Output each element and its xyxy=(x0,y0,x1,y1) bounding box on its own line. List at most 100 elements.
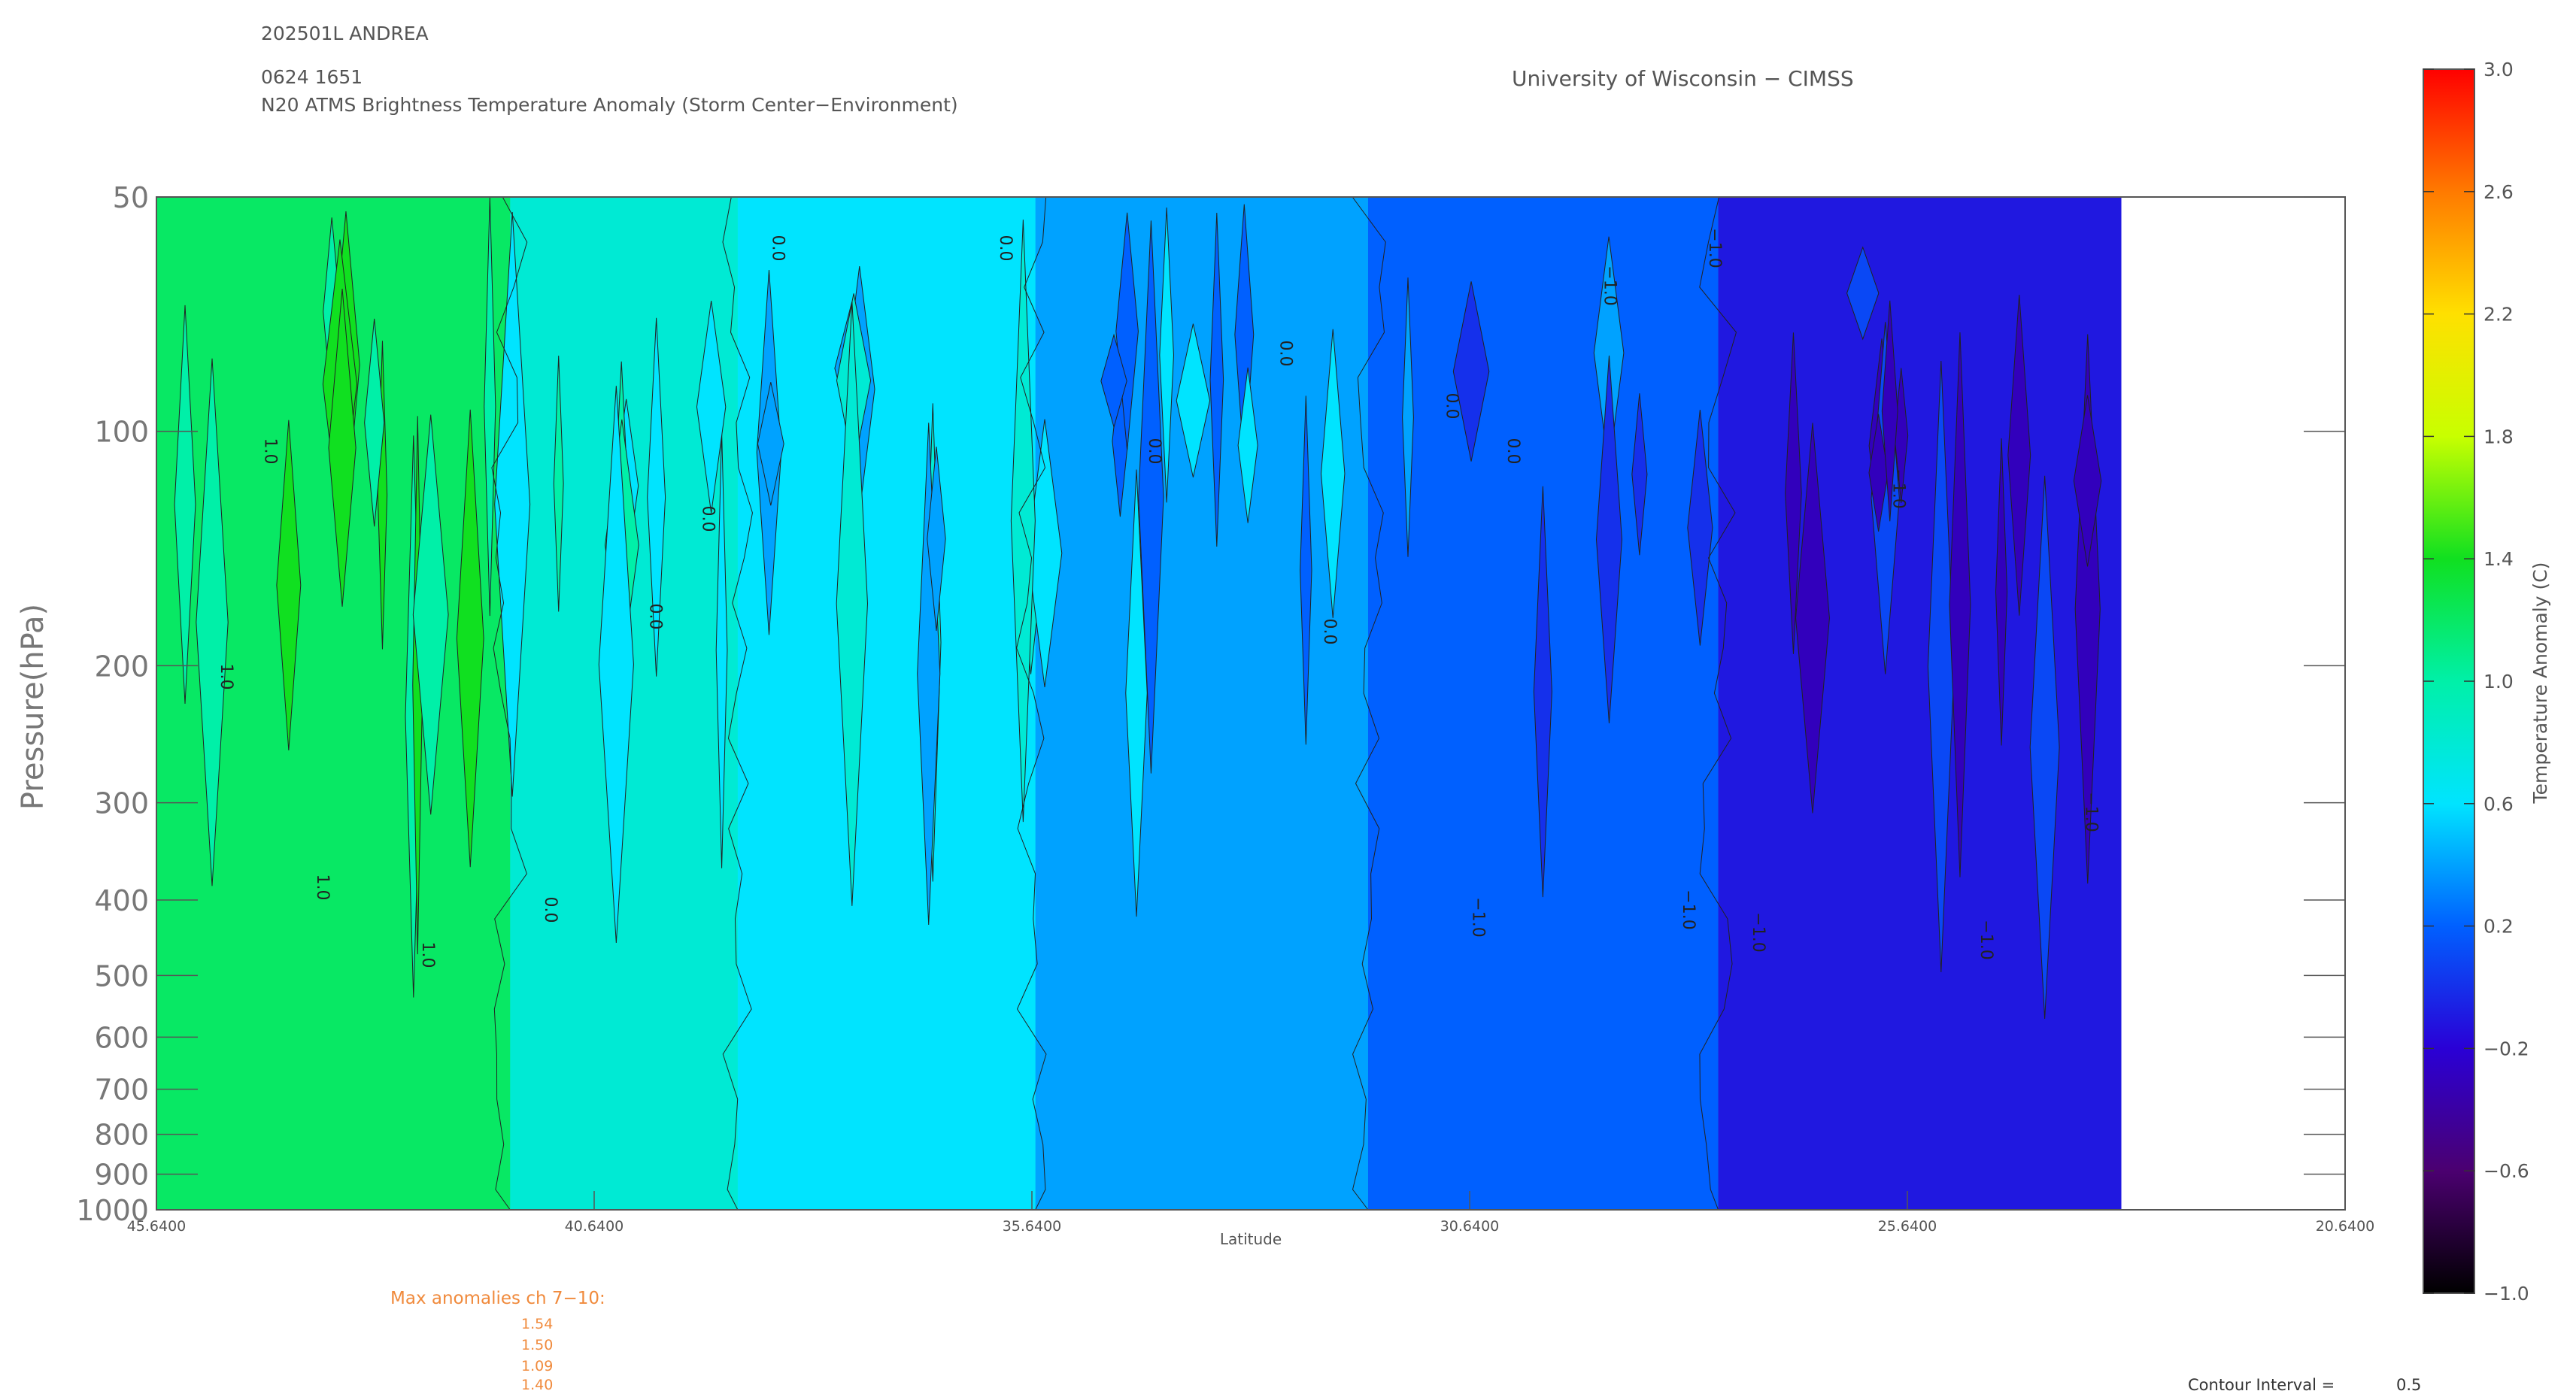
y-tick-label: 1000 xyxy=(76,1194,149,1227)
axes: 50 100 200 300 400 500 600 700 800 900100045.6400… xyxy=(76,181,2374,1235)
contour-labels: 1.0 1.0 1.0 1.0 0.0 0.0 0.0 0.0 0.0 0.0 0.0 0.0 0.0 −… xyxy=(217,228,2100,968)
contour-streak xyxy=(1995,438,2008,746)
max-anomaly-value: 1.09 xyxy=(521,1358,554,1374)
colorbar-tick-label: 3.0 xyxy=(2483,59,2514,80)
contour-label: −1.0 xyxy=(1600,265,1619,305)
y-tick-label: 500 xyxy=(94,959,149,992)
contour-label: 0.0 xyxy=(645,604,664,630)
contour-streak xyxy=(927,447,946,632)
contour-label: 0.0 xyxy=(1320,619,1339,645)
contour-streak xyxy=(1795,423,1830,814)
contour-streak xyxy=(174,305,196,704)
contour-label: 1.0 xyxy=(418,942,437,968)
max-anomaly-value: 1.40 xyxy=(521,1377,554,1393)
colorbar-tick-label: 0.2 xyxy=(2483,916,2514,938)
y-tick-label: 50 xyxy=(113,181,149,214)
storm-id: 202501L ANDREA xyxy=(261,23,429,44)
contour-label: −1.0 xyxy=(1977,920,1995,959)
contour-line xyxy=(1352,196,1386,1211)
contour-streak xyxy=(696,300,727,514)
contour-streak xyxy=(1010,220,1036,823)
colorbar-tick-label: −0.2 xyxy=(2483,1038,2529,1059)
contour-streak xyxy=(1176,323,1211,477)
plot-frame xyxy=(156,196,2346,1211)
contour-interval-value: 0.5 xyxy=(2396,1376,2422,1394)
contour-streak xyxy=(1846,246,1880,341)
datetime: 0624 1651 xyxy=(261,66,363,88)
contour-streak xyxy=(647,317,666,677)
y-tick-label: 900 xyxy=(94,1159,149,1192)
contour-streak xyxy=(276,420,302,751)
contour-streak xyxy=(2007,294,2031,616)
institution: University of Wisconsin − CIMSS xyxy=(1512,66,1854,91)
colorbar-ticks: 3.0 2.6 2.2 1.8 1.4 1.0 0.6 0.2 −0.2 −0.6 −1.0 xyxy=(2423,59,2529,1305)
contour-label: 0.0 xyxy=(1145,438,1164,465)
contour-line xyxy=(722,196,753,1211)
contour-label: 0.0 xyxy=(996,235,1015,262)
contour-label: 0.0 xyxy=(1276,341,1295,367)
contour-streak xyxy=(1100,333,1127,429)
x-axis-label: Latitude xyxy=(1220,1230,1282,1248)
contour-label: 0.0 xyxy=(1503,438,1522,465)
x-tick-label: 40.6400 xyxy=(565,1218,624,1235)
contour-streak xyxy=(1452,281,1490,462)
colorbar-tick-label: 1.0 xyxy=(2483,671,2514,692)
heatmap-band-5 xyxy=(1718,197,2122,1210)
contour-streak xyxy=(553,356,564,612)
heatmap-band-3 xyxy=(1035,197,1369,1210)
contour-streak xyxy=(1402,277,1414,557)
x-tick-label: 35.6400 xyxy=(1003,1218,1062,1235)
contour-streak xyxy=(1209,213,1224,547)
contour-streak xyxy=(1125,469,1148,917)
colorbar-tick-label: 1.8 xyxy=(2483,426,2514,447)
contour-streak xyxy=(1237,367,1258,523)
contour-streak xyxy=(1631,393,1648,556)
contour-label: 0.0 xyxy=(698,506,717,532)
max-anomaly-value: 1.50 xyxy=(521,1337,554,1353)
contour-interval-label: Contour Interval = xyxy=(2188,1376,2335,1394)
contour-streak xyxy=(328,289,357,607)
contour-label: −1.0 xyxy=(1679,889,1698,929)
contour-streak xyxy=(1687,410,1713,646)
contour-label: −1.0 xyxy=(1469,897,1488,937)
contour-streak xyxy=(1300,395,1312,745)
contour-streak xyxy=(2029,475,2060,1020)
contour-line xyxy=(1699,196,1737,1211)
contour-label: −1.0 xyxy=(1749,912,1767,952)
contour-label: −1.0 xyxy=(2081,792,2100,832)
y-axis-label: Pressure(hPa) xyxy=(16,604,50,810)
y-tick-label: 800 xyxy=(94,1119,149,1152)
colorbar-tick-label: 0.6 xyxy=(2483,793,2514,815)
contour-streak xyxy=(456,409,484,868)
contour-label: 1.0 xyxy=(313,874,332,901)
colorbar-label: Temperature Anomaly (C) xyxy=(2529,562,2551,805)
contour-label: −1.0 xyxy=(1705,228,1724,268)
x-tick-label: 45.6400 xyxy=(127,1218,187,1235)
contour-streak xyxy=(494,211,531,797)
contour-label: −1.0 xyxy=(1889,468,1907,508)
x-tick-label: 20.6400 xyxy=(2316,1218,2375,1235)
max-anomalies-title: Max anomalies ch 7−10: xyxy=(390,1289,605,1308)
contour-streak xyxy=(412,414,449,815)
contour-label: 1.0 xyxy=(260,438,279,465)
contour-streak xyxy=(1949,332,1971,877)
contour-streak xyxy=(1881,300,1898,522)
y-tick-label: 400 xyxy=(94,884,149,917)
y-tick-label: 600 xyxy=(94,1021,149,1054)
y-tick-label: 300 xyxy=(94,787,149,820)
contour-streak xyxy=(1785,332,1802,654)
contour-line xyxy=(1016,196,1047,1211)
product-title: N20 ATMS Brightness Temperature Anomaly … xyxy=(261,94,958,116)
contour-streak xyxy=(598,386,634,944)
contour-streak xyxy=(196,358,229,886)
colorbar-tick-label: 2.6 xyxy=(2483,181,2514,203)
contour-label: 0.0 xyxy=(768,235,787,262)
contour-streak xyxy=(1320,329,1346,618)
contour-streak xyxy=(1533,486,1552,898)
contour-line xyxy=(491,196,528,1211)
colorbar-tick-label: −0.6 xyxy=(2483,1160,2529,1182)
contour-streak xyxy=(1927,361,1955,973)
max-anomaly-value: 1.54 xyxy=(521,1316,554,1332)
y-tick-label: 200 xyxy=(94,650,149,683)
